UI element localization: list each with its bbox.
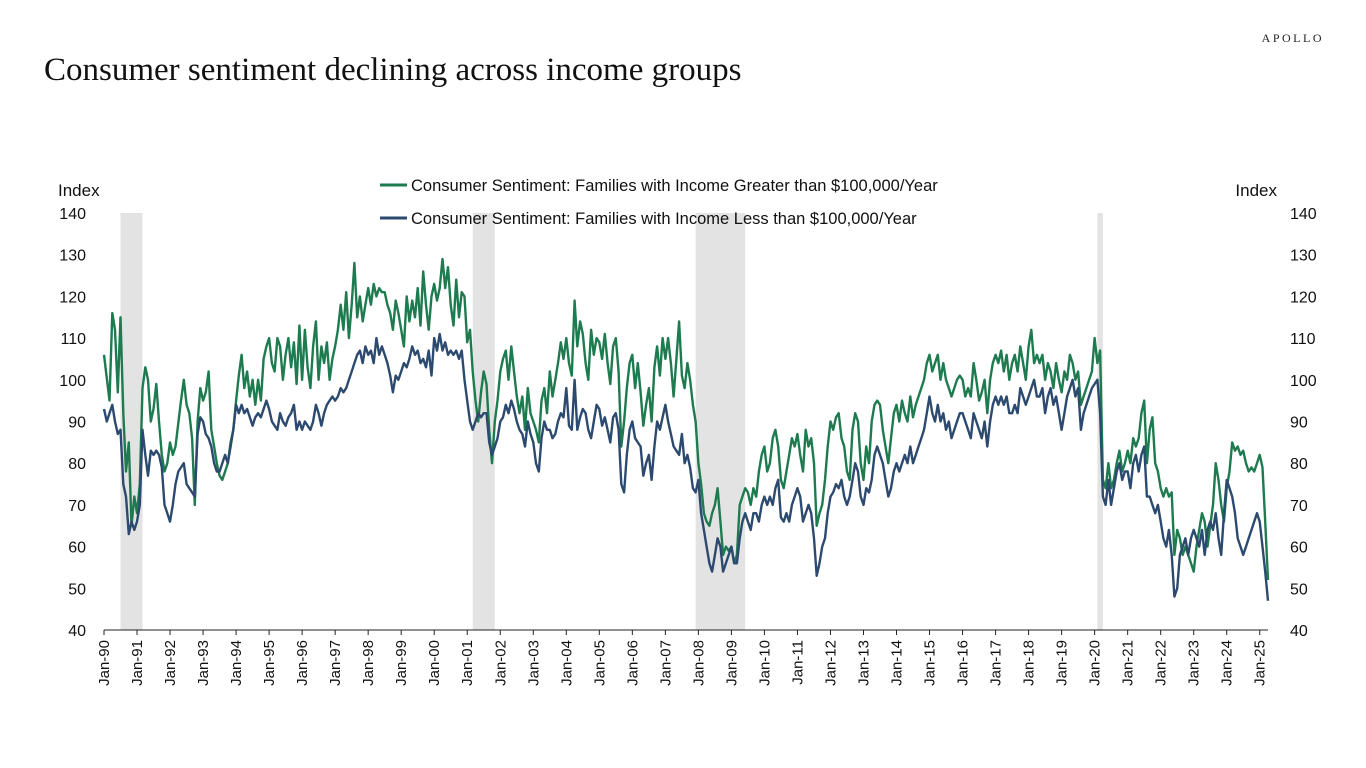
page-title: Consumer sentiment declining across inco… [44, 52, 742, 88]
y-tick-left-80: 80 [68, 456, 86, 473]
x-tick-label: Jan-92 [162, 640, 179, 686]
x-tick-label: Jan-98 [360, 640, 377, 686]
y-tick-right-60: 60 [1290, 540, 1308, 557]
y-axis-right-title: Index [1235, 181, 1277, 200]
x-tick-label: Jan-09 [723, 640, 740, 686]
y-tick-left-120: 120 [59, 289, 86, 306]
x-tick-label: Jan-08 [690, 640, 707, 686]
x-tick-label: Jan-17 [988, 640, 1005, 686]
series-line-0 [102, 257, 1270, 581]
legend-label-1: Consumer Sentiment: Families with Income… [411, 210, 917, 228]
x-axis: Jan-90 Jan-91 Jan-92 Jan-93 Jan-94 Jan-95 Jan-… [96, 630, 1269, 686]
x-tick-label: Jan-04 [558, 640, 575, 686]
x-tick-label: Jan-13 [855, 640, 872, 686]
x-tick-label: Jan-16 [955, 640, 972, 686]
y-tick-left-100: 100 [59, 373, 86, 390]
x-tick-label: Jan-07 [657, 640, 674, 686]
y-tick-right-70: 70 [1290, 498, 1308, 515]
x-tick-label: Jan-15 [922, 640, 939, 686]
x-tick-label: Jan-22 [1153, 640, 1170, 686]
y-tick-left-70: 70 [68, 498, 86, 515]
y-axis-left-title: Index [58, 181, 100, 200]
legend-label-0: Consumer Sentiment: Families with Income… [411, 177, 938, 195]
legend: Consumer Sentiment: Families with Income… [380, 177, 938, 228]
y-tick-left-60: 60 [68, 540, 86, 557]
x-tick-label: Jan-18 [1021, 640, 1038, 686]
brand-logo: APOLLO [1261, 31, 1324, 45]
x-tick-label: Jan-97 [327, 640, 344, 686]
x-tick-label: Jan-12 [822, 640, 839, 686]
x-tick-label: Jan-93 [195, 640, 212, 686]
y-tick-right-110: 110 [1290, 331, 1316, 348]
y-tick-right-140: 140 [1290, 206, 1317, 223]
x-tick-label: Jan-95 [261, 640, 278, 686]
y-tick-right-100: 100 [1290, 373, 1317, 390]
series-line-1 [102, 332, 1270, 601]
x-tick-label: Jan-20 [1087, 640, 1104, 686]
series-lines [102, 257, 1270, 601]
y-tick-left-50: 50 [68, 581, 86, 598]
x-tick-label: Jan-96 [294, 640, 311, 686]
x-tick-label: Jan-25 [1252, 640, 1269, 686]
y-axis-right: 40 50 60 70 80 90 100 110 120 130 140 [1290, 206, 1317, 640]
x-tick-label: Jan-90 [96, 640, 113, 686]
x-tick-label: Jan-11 [789, 640, 806, 685]
x-tick-label: Jan-10 [756, 640, 773, 686]
recession-band-2 [695, 213, 746, 630]
x-tick-label: Jan-03 [525, 640, 542, 686]
x-tick-label: Jan-01 [459, 640, 476, 686]
y-tick-right-40: 40 [1290, 623, 1308, 640]
x-tick-label: Jan-19 [1054, 640, 1071, 686]
x-tick-label: Jan-21 [1120, 640, 1137, 686]
recession-band-1 [472, 213, 495, 630]
y-tick-left-40: 40 [68, 623, 86, 640]
x-tick-label: Jan-14 [889, 640, 906, 686]
x-tick-label: Jan-91 [129, 640, 146, 686]
y-tick-right-90: 90 [1290, 415, 1308, 432]
y-tick-right-50: 50 [1290, 581, 1308, 598]
y-tick-left-110: 110 [60, 331, 86, 348]
y-axis-left: 40 50 60 70 80 90 100 110 120 130 140 [59, 206, 86, 640]
x-tick-label: Jan-00 [426, 640, 443, 686]
x-tick-label: Jan-23 [1186, 640, 1203, 686]
x-tick-label: Jan-24 [1219, 640, 1236, 686]
y-tick-left-130: 130 [59, 248, 86, 265]
recession-band-0 [120, 213, 143, 630]
x-tick-label: Jan-06 [624, 640, 641, 686]
y-tick-left-140: 140 [59, 206, 86, 223]
y-tick-right-130: 130 [1290, 248, 1317, 265]
y-tick-right-120: 120 [1290, 289, 1317, 306]
x-tick-label: Jan-94 [228, 640, 245, 686]
x-tick-label: Jan-05 [591, 640, 608, 686]
y-tick-left-90: 90 [68, 415, 86, 432]
x-tick-label: Jan-99 [393, 640, 410, 686]
x-tick-label: Jan-02 [492, 640, 509, 686]
y-tick-right-80: 80 [1290, 456, 1308, 473]
